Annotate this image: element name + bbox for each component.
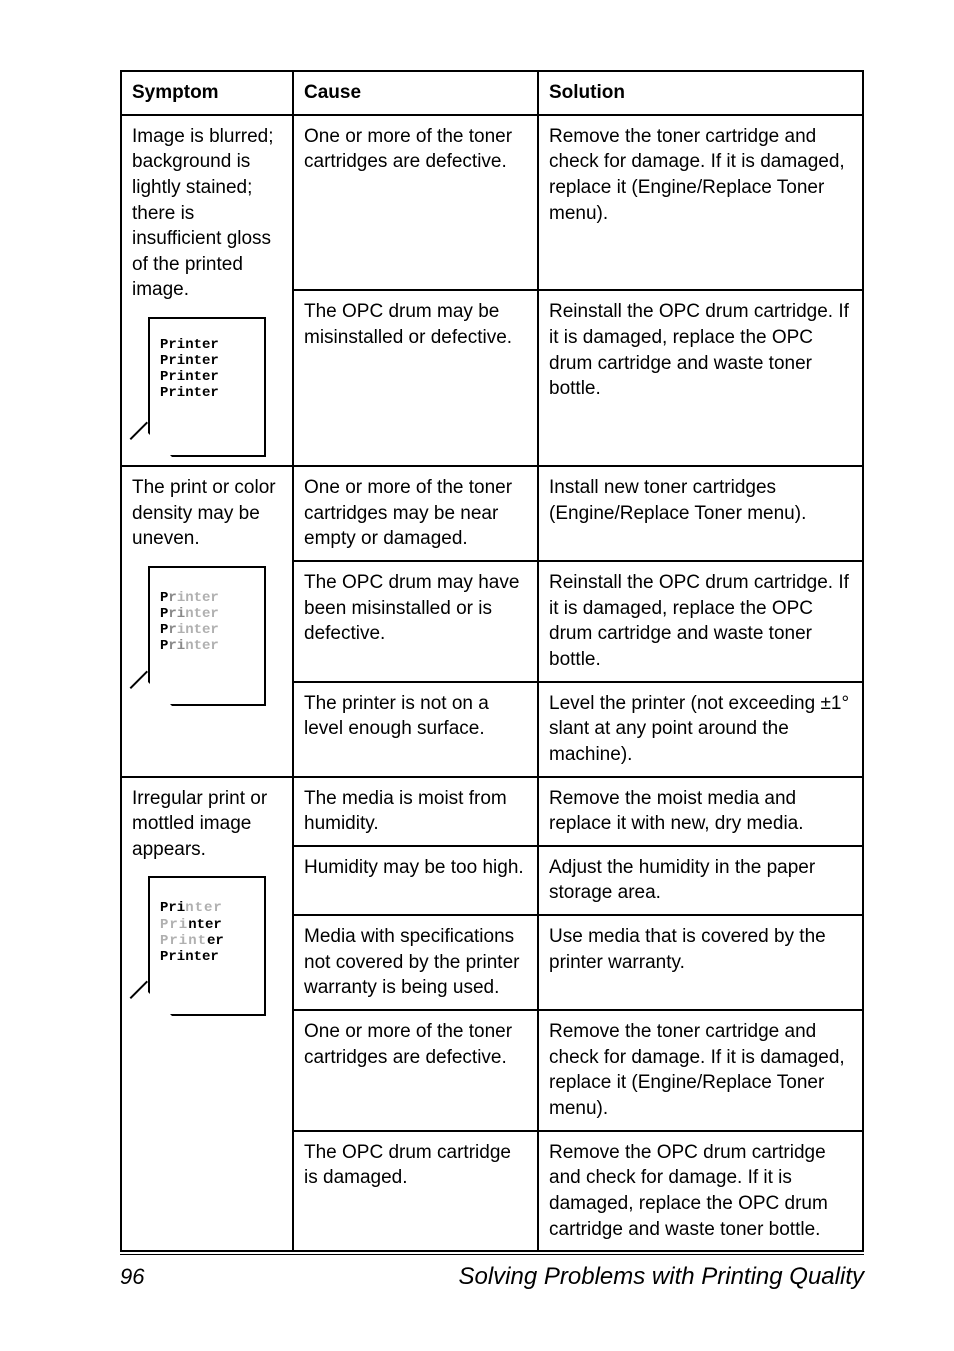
swatch-line: Printer (160, 606, 254, 622)
swatch-line: Printer (160, 385, 254, 401)
solution-cell: Reinstall the OPC drum cartridge. If it … (538, 290, 863, 466)
cause-cell: Humidity may be too high. (293, 846, 538, 915)
swatch-line: Printer (160, 933, 254, 949)
solution-cell: Remove the toner cartridge and check for… (538, 115, 863, 291)
header-symptom: Symptom (121, 71, 293, 115)
swatch-line: Printer (160, 369, 254, 385)
symptom-swatch: Printer Printer Printer Printer (148, 876, 266, 1016)
cause-cell: One or more of the toner cartridges may … (293, 466, 538, 561)
solution-cell: Remove the toner cartridge and check for… (538, 1010, 863, 1131)
symptom-swatch: Printer Printer Printer Printer (148, 566, 266, 706)
solution-cell: Level the printer (not exceeding ±1° sla… (538, 682, 863, 777)
solution-cell: Remove the OPC drum cartridge and check … (538, 1131, 863, 1252)
table-row: The print or color density may be uneven… (121, 466, 863, 561)
symptom-text: The print or color density may be uneven… (132, 477, 276, 549)
cause-cell: One or more of the toner cartridges are … (293, 1010, 538, 1131)
swatch-line: Printer (160, 622, 254, 638)
symptom-cell: Irregular print or mottled image appears… (121, 777, 293, 1252)
page-number: 96 (120, 1264, 144, 1290)
swatch-line: Printer (160, 590, 254, 606)
solution-cell: Install new toner cartridges (Engine/Rep… (538, 466, 863, 561)
troubleshooting-table: Symptom Cause Solution Image is blurred;… (120, 70, 864, 1252)
page-fold-icon (150, 676, 178, 704)
page-fold-icon (150, 986, 178, 1014)
solution-cell: Remove the moist media and replace it wi… (538, 777, 863, 846)
solution-cell: Adjust the humidity in the paper storage… (538, 846, 863, 915)
table-row: Image is blurred; background is lightly … (121, 115, 863, 291)
symptom-cell: Image is blurred; background is lightly … (121, 115, 293, 466)
swatch-line: Printer (160, 337, 254, 353)
symptom-text: Image is blurred; background is lightly … (132, 126, 274, 301)
solution-cell: Reinstall the OPC drum cartridge. If it … (538, 561, 863, 682)
swatch-line: Printer (160, 900, 254, 916)
symptom-swatch: Printer Printer Printer Printer (148, 317, 266, 457)
cause-cell: The OPC drum cartridge is damaged. (293, 1131, 538, 1252)
header-solution: Solution (538, 71, 863, 115)
page-fold-icon (150, 427, 178, 455)
solution-cell: Use media that is covered by the printer… (538, 915, 863, 1010)
page-footer: 96 Solving Problems with Printing Qualit… (120, 1254, 864, 1291)
table-row: Irregular print or mottled image appears… (121, 777, 863, 846)
cause-cell: Media with specifications not covered by… (293, 915, 538, 1010)
symptom-text: Irregular print or mottled image appears… (132, 788, 267, 860)
swatch-line: Printer (160, 638, 254, 654)
cause-cell: The OPC drum may be misinstalled or defe… (293, 290, 538, 466)
footer-title: Solving Problems with Printing Quality (458, 1263, 864, 1291)
cause-cell: One or more of the toner cartridges are … (293, 115, 538, 291)
table-header-row: Symptom Cause Solution (121, 71, 863, 115)
header-cause: Cause (293, 71, 538, 115)
swatch-line: Printer (160, 353, 254, 369)
swatch-line: Printer (160, 917, 254, 933)
cause-cell: The media is moist from humidity. (293, 777, 538, 846)
swatch-line: Printer (160, 949, 254, 965)
cause-cell: The OPC drum may have been misinstalled … (293, 561, 538, 682)
cause-cell: The printer is not on a level enough sur… (293, 682, 538, 777)
symptom-cell: The print or color density may be uneven… (121, 466, 293, 776)
